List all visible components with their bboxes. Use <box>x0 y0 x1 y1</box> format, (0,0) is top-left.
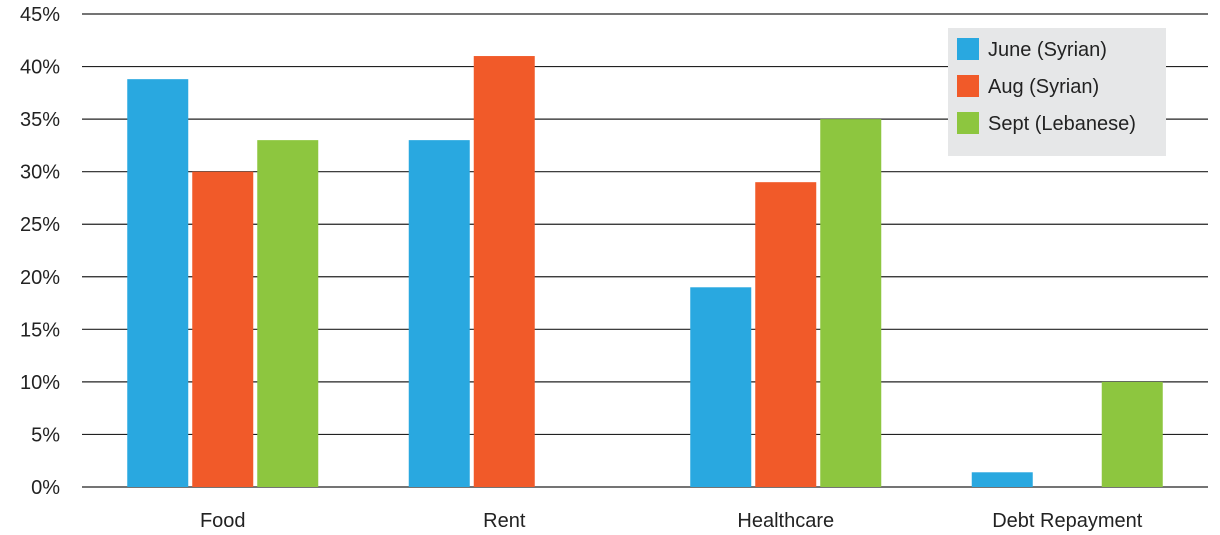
legend-label: June (Syrian) <box>988 39 1107 61</box>
x-category-label: Food <box>200 510 246 532</box>
x-category-label: Rent <box>483 510 526 532</box>
bar-food-1 <box>127 79 189 488</box>
bar-rent-2 <box>473 56 535 488</box>
legend-background <box>948 28 1166 156</box>
bars <box>127 56 1163 488</box>
x-category-label: Debt Repayment <box>992 510 1143 532</box>
y-tick-label: 30% <box>20 162 60 184</box>
y-tick-label: 15% <box>20 319 60 341</box>
y-tick-label: 40% <box>20 57 60 79</box>
bar-rent-1 <box>408 140 470 487</box>
y-tick-label: 10% <box>20 372 60 394</box>
x-category-label: Healthcare <box>737 510 834 532</box>
legend-swatch <box>957 112 979 134</box>
bar-food-2 <box>192 171 254 487</box>
bar-healthcare-3 <box>820 119 882 487</box>
y-tick-label: 20% <box>20 267 60 289</box>
y-tick-label: 0% <box>31 477 60 499</box>
legend-label: Sept (Lebanese) <box>988 113 1136 135</box>
legend-label: Aug (Syrian) <box>988 76 1099 98</box>
y-tick-label: 35% <box>20 109 60 131</box>
bar-healthcare-2 <box>755 182 817 487</box>
y-axis-tick-labels: 0% 5% 10% 15% 20% 25% 30% 35% 40% 45% <box>20 4 60 499</box>
y-tick-label: 25% <box>20 214 60 236</box>
y-tick-label: 5% <box>31 424 60 446</box>
bar-debt-repayment-1 <box>971 472 1033 487</box>
bar-food-3 <box>257 140 319 487</box>
bar-healthcare-1 <box>690 287 752 487</box>
bar-debt-repayment-3 <box>1101 381 1163 487</box>
x-axis-category-labels: Food Rent Healthcare Debt Repayment <box>200 510 1143 532</box>
legend: June (Syrian) Aug (Syrian) Sept (Lebanese) <box>948 28 1166 156</box>
y-tick-label: 45% <box>20 4 60 26</box>
legend-swatch <box>957 75 979 97</box>
legend-swatch <box>957 38 979 60</box>
